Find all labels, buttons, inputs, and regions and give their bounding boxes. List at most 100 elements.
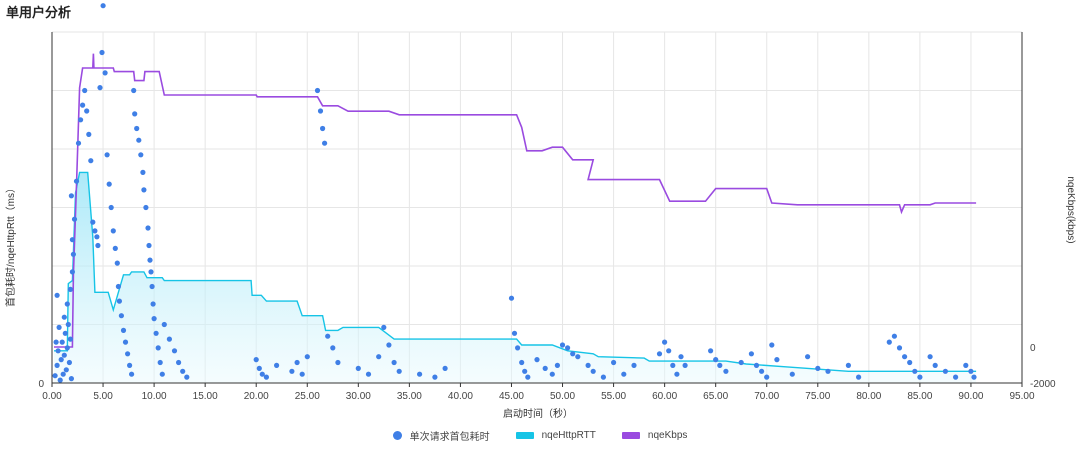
- scatter-point: [148, 269, 154, 275]
- y-axis-left-title: 首包耗时/nqeHttpRtt（ms）: [4, 183, 17, 307]
- scatter-point: [365, 371, 372, 377]
- kbps-line: [54, 53, 977, 348]
- scatter-point: [708, 348, 714, 354]
- x-tick-label: 25.00: [295, 391, 320, 402]
- scatter-point: [102, 70, 108, 76]
- scatter-point: [968, 368, 974, 374]
- legend-item-rtt[interactable]: nqeHttpRTT: [515, 428, 596, 443]
- scatter-point: [61, 352, 67, 358]
- scatter-point: [184, 374, 190, 380]
- scatter-point: [917, 374, 923, 380]
- legend-item-kbps[interactable]: nqeKbps: [621, 428, 687, 443]
- scatter-point: [575, 354, 581, 360]
- scatter-point: [717, 362, 723, 368]
- scatter-point: [56, 324, 62, 330]
- x-tick-label: 55.00: [601, 391, 626, 402]
- scatter-point: [52, 373, 58, 379]
- scatter-point: [764, 374, 770, 380]
- scatter-point: [670, 362, 676, 368]
- scatter-point: [525, 374, 531, 380]
- scatter-point: [845, 362, 852, 368]
- scatter-point: [60, 371, 66, 377]
- scatter-point: [963, 362, 969, 368]
- scatter-point: [559, 342, 566, 348]
- scatter-point: [157, 359, 163, 366]
- scatter-point: [666, 348, 672, 354]
- scatter-point: [176, 359, 182, 366]
- scatter-point: [136, 137, 142, 143]
- scatter-point: [682, 362, 688, 368]
- scatter-point: [600, 374, 607, 380]
- x-tick-label: 35.00: [397, 391, 422, 402]
- scatter-points: [52, 3, 977, 383]
- kbps-line-path: [54, 53, 977, 348]
- scatter-point: [110, 228, 116, 234]
- chart-legend: 单次请求首包耗时 nqeHttpRTT nqeKbps: [0, 428, 1080, 443]
- scatter-point: [317, 108, 324, 114]
- scatter-point: [376, 354, 382, 360]
- scatter-point: [82, 87, 88, 94]
- scatter-point: [631, 362, 637, 368]
- scatter-point: [129, 371, 135, 377]
- scatter-point: [391, 359, 397, 366]
- legend-scatter-label: 单次请求首包耗时: [409, 432, 490, 443]
- scatter-point: [907, 359, 913, 366]
- chart-axes: 0.00 5.00 10.00 15.00 20.00 25.00 30.00 35.00 40…: [38, 32, 1056, 402]
- x-tick-label: 50.00: [550, 391, 575, 402]
- scatter-point: [166, 336, 172, 342]
- scatter-point: [896, 345, 903, 351]
- scatter-point: [64, 301, 70, 307]
- scatter-point: [75, 140, 82, 146]
- scatter-point: [132, 111, 138, 117]
- legend-item-scatter[interactable]: 单次请求首包耗时: [392, 428, 490, 443]
- scatter-point: [442, 365, 448, 371]
- scatter-point: [759, 368, 765, 374]
- scatter-point: [769, 342, 775, 348]
- scatter-point: [67, 336, 73, 342]
- legend-rtt-label: nqeHttpRTT: [541, 430, 596, 441]
- scatter-point: [611, 359, 617, 366]
- scatter-point: [78, 117, 84, 123]
- scatter-point: [69, 237, 75, 243]
- scatter-point: [150, 301, 156, 307]
- y-left-tick-label: 0: [38, 379, 44, 390]
- scatter-point: [99, 49, 105, 56]
- scatter-point: [902, 354, 908, 360]
- y-axis-right-title: nqeKbps(kbps): [1065, 176, 1076, 243]
- scatter-point: [508, 295, 515, 301]
- scatter-point: [263, 374, 269, 380]
- scatter-point: [912, 368, 918, 374]
- legend-scatter-marker: [392, 431, 402, 440]
- scatter-point: [322, 140, 328, 146]
- scatter-point: [92, 228, 98, 234]
- scatter-point: [515, 345, 521, 351]
- scatter-point: [58, 357, 64, 363]
- scatter-point: [549, 371, 555, 377]
- scatter-point: [63, 367, 69, 373]
- scatter-point: [511, 330, 518, 336]
- scatter-point: [125, 351, 131, 357]
- scatter-point: [65, 321, 71, 328]
- scatter-point: [396, 368, 402, 374]
- scatter-point: [66, 359, 72, 366]
- x-tick-label: 80.00: [856, 391, 881, 402]
- y-right-tick-label: -2000: [1030, 379, 1056, 390]
- scatter-point: [522, 368, 528, 374]
- scatter-point: [146, 242, 152, 249]
- scatter-point: [147, 257, 153, 263]
- legend-rtt-marker: [515, 432, 534, 439]
- scatter-point: [519, 359, 525, 366]
- scatter-point: [114, 260, 120, 266]
- scatter-point: [159, 371, 165, 377]
- scatter-point: [84, 108, 90, 114]
- scatter-point: [570, 351, 576, 357]
- scatter-point: [713, 357, 719, 363]
- scatter-point: [68, 193, 74, 199]
- scatter-point: [753, 362, 760, 368]
- scatter-point: [585, 362, 591, 368]
- scatter-point: [971, 374, 977, 380]
- scatter-point: [289, 368, 295, 374]
- x-tick-label: 70.00: [754, 391, 779, 402]
- scatter-point: [656, 351, 663, 357]
